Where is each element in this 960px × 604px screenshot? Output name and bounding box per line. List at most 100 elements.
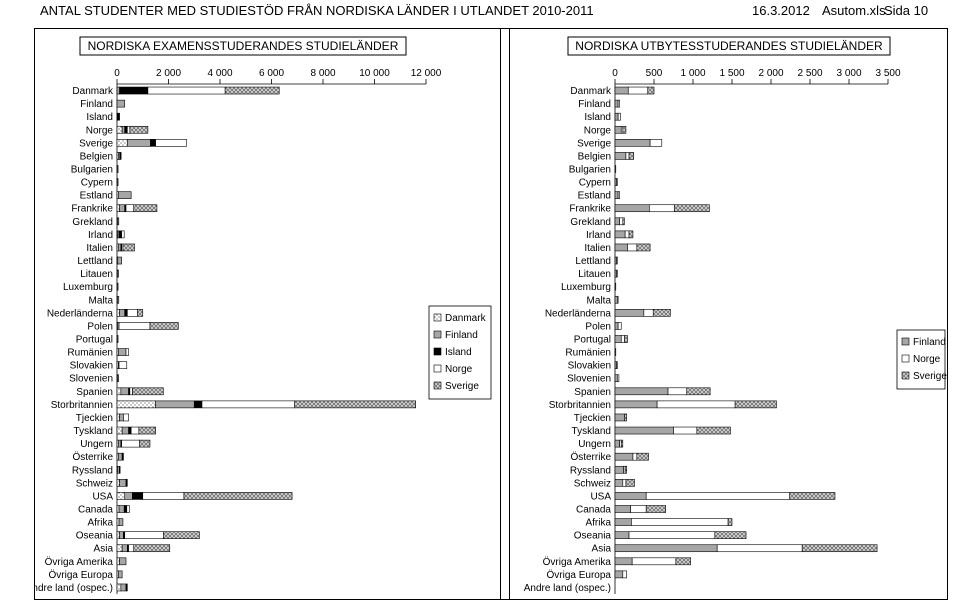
bar-norge-danmark [116,125,123,134]
category-label-ovriga-europa: Övriga Europa [547,569,612,581]
category-label-island: Island [86,112,113,123]
bar-norge-island [124,125,128,134]
legend-label-sverige: Sverige [445,381,479,392]
bar-litauen-norge [616,269,618,278]
bar-malta-norge [617,295,619,304]
category-label-danmark: Danmark [570,86,612,97]
bar-cypern-finland [116,178,119,186]
category-label-ungern: Ungern [578,439,611,450]
bar-sverige-norge [155,139,187,147]
bar-sverige-finland [614,139,651,147]
bar-frankrike-danmark [116,204,120,213]
category-label-usa: USA [92,491,113,502]
bar-schweiz-danmark [116,479,120,487]
bar-rumanien-norge [125,348,129,356]
bar-asia-danmark [116,544,123,553]
bar-oseania-finland [614,531,630,539]
category-label-tyskland: Tyskland [572,426,611,437]
bar-finland-finland [116,99,126,108]
bar-norge-sverige [622,125,627,134]
bar-danmark-sverige [647,86,655,95]
bar-oseania-sverige [163,531,200,539]
bar-asia-norge [128,544,135,553]
bar-canada-sverige [645,505,666,513]
bar-storbritannien-finland [614,400,658,409]
category-label-ryssland: Ryssland [570,465,611,476]
bar-asia-finland [121,544,128,553]
bar-spanien-norge [129,387,133,396]
legend-swatch-norge [901,354,910,363]
bar-canada-finland [614,505,631,513]
bar-bulgarien-finland [614,165,617,173]
bar-oseania-norge [628,531,716,539]
chart-title-box [567,36,891,56]
bar-storbritannien-finland [155,400,195,409]
bar-afrika-finland [118,518,124,526]
bar-italien-sverige [122,243,135,252]
x-tick-label: 0 [612,68,618,79]
bar-ungern-finland [614,439,620,448]
category-label-canada: Canada [576,505,611,516]
bar-irland-norge [624,230,630,239]
bar-norge-finland [121,125,126,134]
bar-danmark-sverige [224,86,280,95]
bar-slovenien-finland [117,374,119,383]
bar-schweiz-norge [622,479,627,487]
bar-asia-norge [716,544,803,553]
bar-belgien-norge [625,152,630,160]
bar-ungern-sverige [139,439,151,448]
bar-storbritannien-sverige [294,400,416,409]
x-tick-label: 8 000 [310,68,335,79]
bar-ovriga-amerika-norge [631,557,677,566]
category-label-slovenien: Slovenien [567,374,611,385]
category-label-asia: Asia [592,544,612,555]
bar-cypern-norge [616,178,618,186]
bar-ungern-finland [117,439,122,448]
bar-usa-norge [645,492,791,500]
legend: Danmark Finland Island Norge Sverige [428,305,492,400]
bar-frankrike-norge [125,204,135,213]
category-label-usa: USA [590,491,611,502]
x-tick-label: 2 500 [797,68,822,79]
chart-frame [34,28,510,600]
category-label-nederlanderna: Nederländerna [545,308,612,319]
bar-usa-finland [124,492,133,500]
category-label-luxemburg: Luxemburg [63,282,113,293]
legend-label-norge: Norge [445,364,473,375]
category-label-irland: Irland [88,230,113,241]
category-label-cypern: Cypern [81,178,113,189]
bar-tyskland-norge [673,426,698,435]
category-label-ovriga-europa: Övriga Europa [49,569,114,581]
category-label-portugal: Portugal [574,335,611,346]
legend-swatch-sverige [433,381,442,390]
bar-spanien-sverige [132,387,164,396]
category-label-schweiz: Schweiz [76,478,113,489]
bar-afrika-norge [631,518,729,526]
category-label-frankrike: Frankrike [569,204,611,215]
category-label-irland: Irland [586,230,611,241]
bar-andre-land-ospec-danmark [116,583,122,592]
bar-portugal-finland [614,335,622,343]
page-header-date: 16.3.2012 [752,3,810,18]
legend-label-sverige: Sverige [913,371,947,382]
legend-label-danmark: Danmark [445,313,487,324]
bar-belgien-sverige [628,152,635,160]
bar-danmark-finland [614,86,629,95]
category-label-tjeckien: Tjeckien [76,413,113,424]
bar-grekland-finland [614,217,620,226]
bar-tyskland-danmark [116,426,123,435]
category-label-luxemburg: Luxemburg [561,282,611,293]
bar-osterrike-norge [632,452,638,461]
category-label-malta: Malta [587,295,612,306]
bar-storbritannien-island [193,400,203,409]
bar-norge-norge [127,125,131,134]
bar-danmark-finland [116,86,120,95]
page-header-filename: Asutom.xls [822,3,886,18]
bar-ungern-sverige [620,439,624,448]
bar-tyskland-finland [614,426,674,435]
bar-schweiz-sverige [625,479,635,487]
bar-nederlanderna-sverige [137,309,144,317]
category-label-spanien: Spanien [574,387,611,398]
category-label-ovriga-amerika: Övriga Amerika [45,556,114,568]
